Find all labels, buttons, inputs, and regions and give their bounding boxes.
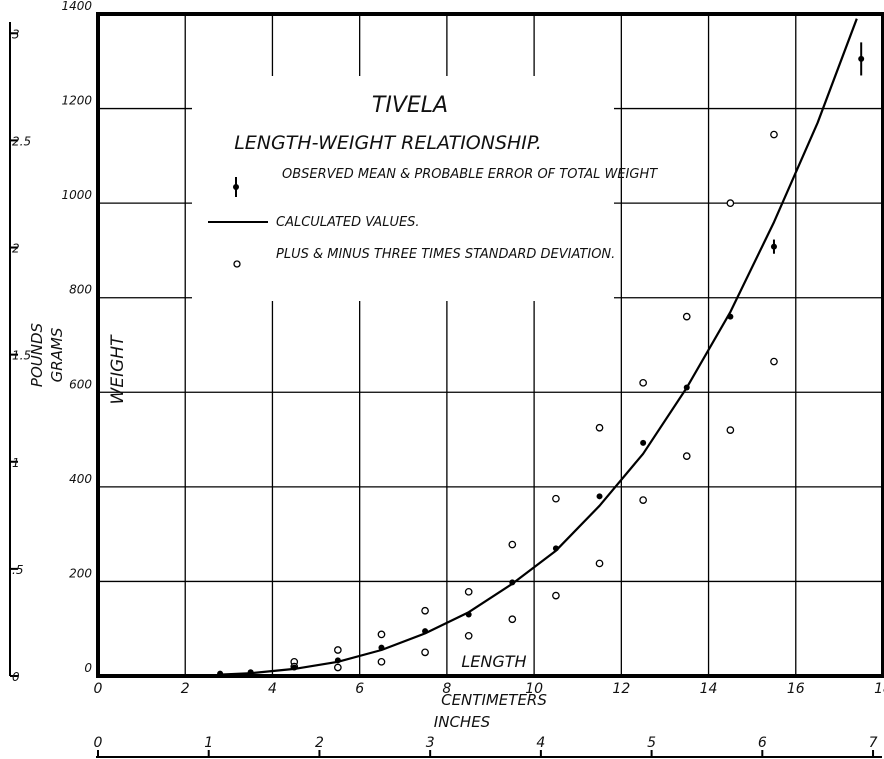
y-tick-label: 1200 — [61, 94, 92, 108]
deviation-point — [377, 630, 386, 639]
chart-subtitle: LENGTH-WEIGHT RELATIONSHIP. — [234, 132, 542, 154]
y2-tick-label: 1.5 — [12, 349, 31, 363]
series-line-calculated — [220, 18, 858, 676]
x2-tick-label: 3 — [426, 735, 435, 751]
deviation-point — [639, 378, 647, 387]
y-tick-label: 200 — [69, 566, 92, 580]
y-tick-label: 600 — [69, 377, 92, 391]
y2-tick-label: 2.5 — [12, 134, 31, 148]
y2-tick-label: 3 — [12, 27, 20, 41]
observed-point — [291, 664, 298, 671]
deviation-point — [682, 452, 691, 460]
pounds-ticks: 0 .5 1 1.5 2 2.5 3 — [10, 27, 31, 684]
grams-tick-labels: 0 200 400 600 800 1000 1200 1400 — [61, 0, 92, 675]
deviation-point — [421, 648, 429, 657]
y2-tick-label: 2 — [12, 242, 20, 256]
y-tick-label: 1000 — [61, 188, 92, 202]
legend-box — [192, 76, 614, 301]
chart-title: TIVELA — [372, 93, 448, 118]
deviation-point — [464, 587, 473, 596]
deviation-point — [334, 663, 342, 672]
centimeter-tick-labels: 0 2 4 6 8 10 12 14 16 18 — [94, 681, 884, 697]
y-tick-label: 800 — [69, 283, 92, 297]
deviation-point — [464, 631, 473, 640]
legend-symbol-deviation — [233, 260, 241, 268]
plot-frame — [96, 12, 884, 678]
x2-tick-label: 7 — [869, 735, 878, 751]
legend-label-observed: OBSERVED MEAN & PROBABLE ERROR OF TOTAL … — [282, 167, 658, 182]
deviation-point — [334, 646, 342, 654]
legend-entry-calculated: CALCULATED VALUES. — [208, 215, 420, 230]
observed-point — [334, 657, 341, 664]
deviation-point — [508, 540, 517, 549]
observed-point — [509, 579, 516, 586]
x2-unit-label: INCHES — [434, 713, 491, 731]
x2-tick-label: 5 — [647, 735, 656, 751]
deviation-point — [726, 199, 735, 207]
observed-point — [770, 243, 777, 250]
legend-label-calculated: CALCULATED VALUES. — [276, 215, 420, 230]
x-tick-label: 14 — [700, 681, 718, 697]
observed-point — [683, 384, 690, 391]
y-unit-label: GRAMS — [48, 327, 66, 382]
y2-tick-label: 0 — [12, 670, 20, 684]
legend-entry-observed: OBSERVED MEAN & PROBABLE ERROR OF TOTAL … — [233, 167, 658, 197]
x-unit-label: CENTIMETERS — [441, 691, 547, 709]
x-tick-label: 6 — [355, 681, 364, 697]
observed-point — [596, 493, 603, 500]
x2-tick-label: 4 — [536, 735, 545, 751]
y-tick-label: 0 — [84, 661, 92, 675]
deviation-point — [377, 657, 386, 666]
observed-point — [378, 644, 385, 651]
deviation-point — [552, 591, 560, 600]
x-tick-label: 2 — [181, 681, 190, 697]
deviation-point — [595, 559, 604, 568]
x-tick-label: 12 — [612, 681, 630, 697]
observed-point — [422, 628, 429, 635]
x2-tick-label: 0 — [94, 735, 103, 751]
x-tick-label: 10 — [525, 681, 543, 697]
observed-point — [465, 611, 472, 618]
deviation-point — [726, 426, 735, 434]
observed-point — [858, 55, 865, 62]
y-tick-label: 1400 — [61, 0, 92, 13]
x2-tick-label: 2 — [315, 735, 324, 751]
x2-tick-label: 6 — [758, 735, 767, 751]
deviation-point — [421, 606, 429, 615]
deviation-point — [639, 496, 647, 504]
observed-point — [217, 670, 224, 677]
observed-point — [640, 439, 647, 446]
legend-label-deviation: PLUS & MINUS THREE TIMES STANDARD DEVIAT… — [276, 247, 615, 262]
observed-point — [247, 669, 254, 676]
deviation-point — [682, 312, 691, 321]
observed-point — [552, 545, 559, 552]
legend-symbol-observed-point — [233, 184, 239, 190]
x-axis-title: LENGTH — [461, 652, 526, 671]
y2-tick-label: 1 — [12, 456, 20, 470]
deviation-point — [508, 615, 517, 624]
y-tick-label: 400 — [69, 472, 92, 486]
x-tick-label: 8 — [442, 681, 451, 697]
observed-point — [727, 313, 734, 320]
x2-tick-label: 1 — [204, 735, 213, 751]
y2-tick-label: .5 — [12, 563, 23, 577]
x-tick-label: 18 — [874, 681, 884, 697]
x-tick-label: 16 — [787, 681, 805, 697]
x-tick-label: 4 — [268, 681, 277, 697]
inches-ticks: 0 1 2 3 4 5 6 7 — [94, 735, 878, 757]
y-axis-title: WEIGHT — [108, 334, 128, 405]
deviation-point — [770, 130, 778, 139]
deviation-point — [552, 494, 560, 503]
x-tick-label: 0 — [94, 681, 103, 697]
legend-entry-deviation: PLUS & MINUS THREE TIMES STANDARD DEVIAT… — [233, 247, 615, 268]
y2-unit-label: POUNDS — [28, 322, 46, 387]
deviation-point — [770, 357, 778, 366]
deviation-point — [595, 423, 604, 432]
data-marks — [217, 18, 865, 677]
